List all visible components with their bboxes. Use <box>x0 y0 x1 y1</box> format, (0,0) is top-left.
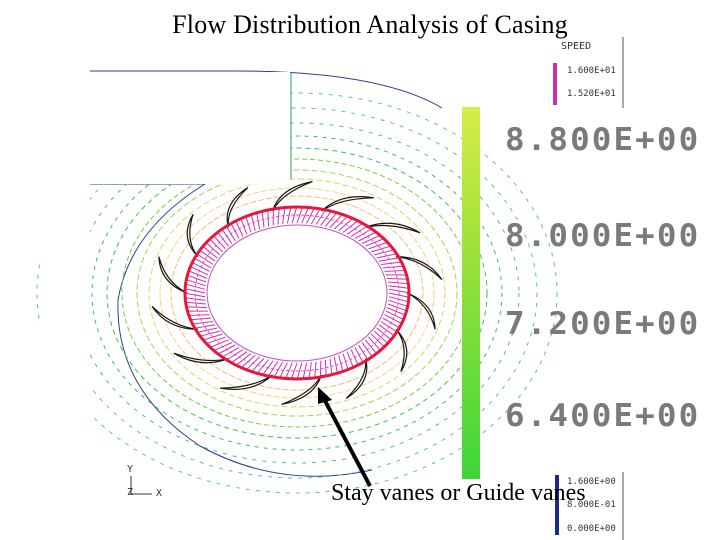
runner-vector <box>199 330 220 337</box>
legend-scale-value-3: 7.200E+00 <box>505 306 701 342</box>
runner-vector <box>315 209 327 225</box>
runner-vector <box>301 207 309 224</box>
legend-scale-value-1: 8.800E+00 <box>505 122 701 158</box>
axis-label-y: Y <box>127 464 134 475</box>
legend-color-bar <box>462 107 480 479</box>
legend-top-value-2: 1.520E+01 <box>567 89 616 99</box>
guide-vane <box>396 256 443 281</box>
guide-vane <box>281 374 323 405</box>
runner-vector <box>196 253 214 265</box>
axis-label-z: Z <box>127 487 134 498</box>
runner-vector <box>186 306 208 309</box>
runner-vector <box>358 231 377 242</box>
legend-bottom-value-3: 0.000E+00 <box>567 524 616 534</box>
guide-vane <box>406 292 436 330</box>
runner-vector <box>199 249 216 262</box>
inlet-mask <box>90 72 290 184</box>
runner-vector <box>314 361 317 378</box>
flow-arc <box>36 92 558 494</box>
runner-vector <box>302 362 308 380</box>
runner-vector <box>186 279 206 287</box>
runner-vector <box>373 330 389 344</box>
runner-vector <box>387 303 407 312</box>
pointer-arrowhead <box>318 387 332 404</box>
legend-bar-bottom <box>555 475 559 535</box>
flow-arc <box>91 135 503 451</box>
runner-vector <box>371 333 385 348</box>
runner-vector <box>185 283 206 290</box>
runner-outer-ring <box>183 205 411 381</box>
runner-vector <box>320 210 332 226</box>
flow-arc <box>170 195 424 391</box>
guide-vane <box>365 222 421 234</box>
guide-vane <box>220 374 273 390</box>
runner-vector <box>203 333 223 341</box>
guide-vane <box>395 328 408 373</box>
guide-vane <box>173 352 229 364</box>
guide-vanes <box>151 181 443 405</box>
runner-vector <box>194 324 216 329</box>
guide-vane <box>321 196 374 212</box>
legend-bottom-value-2: 8.000E-01 <box>567 500 616 510</box>
volute-flow-vectors <box>36 0 558 540</box>
runner-vector <box>386 307 406 316</box>
legend-header: SPEED <box>561 41 592 52</box>
runner-vector <box>384 270 406 272</box>
flow-arc <box>136 169 458 417</box>
runner-vector <box>368 336 381 351</box>
runner-vector <box>290 362 298 380</box>
runner-vector <box>376 327 392 341</box>
vanes-caption: Stay vanes or Guide vanes <box>331 480 586 506</box>
guide-vane <box>345 358 368 400</box>
runner-mid-ring <box>194 214 400 372</box>
runner-vector <box>371 245 391 253</box>
guide-vane <box>186 213 199 258</box>
runner-vector <box>310 208 321 225</box>
runner-vector <box>197 327 218 333</box>
legend-bottom-value-1: 1.600E+00 <box>567 477 616 487</box>
left-mask <box>40 0 90 540</box>
legend-scale-value-4: 6.400E+00 <box>505 398 701 434</box>
runner-vector <box>306 207 315 224</box>
flow-arc <box>106 147 488 439</box>
runner-ring-vectors <box>183 205 411 381</box>
axis-label-x: X <box>156 488 163 499</box>
legend-top-value-1: 1.600E+01 <box>567 66 616 76</box>
runner-vector <box>308 362 312 379</box>
runner-vector <box>296 362 303 380</box>
guide-vane <box>226 186 249 228</box>
axis-triad <box>130 476 152 495</box>
runner-vector <box>296 206 304 224</box>
runner-vector <box>194 257 212 269</box>
runner-vector <box>325 212 338 227</box>
runner-vector <box>365 238 385 247</box>
page-title: Flow Distribution Analysis of Casing <box>172 10 568 39</box>
guide-vane <box>271 181 313 212</box>
runner-hole <box>206 224 388 362</box>
flow-arc <box>74 122 520 464</box>
flow-arc <box>148 178 446 408</box>
guide-vane <box>158 256 188 294</box>
runner-vector <box>185 301 207 305</box>
runner-vector <box>361 234 381 244</box>
guide-vane <box>151 305 198 330</box>
runner-vector <box>368 241 388 250</box>
legend-bar-magenta <box>553 63 557 105</box>
runner-vector <box>187 274 207 283</box>
pointer-arrow <box>321 396 372 487</box>
legend-scale-value-2: 8.000E+00 <box>505 218 701 254</box>
